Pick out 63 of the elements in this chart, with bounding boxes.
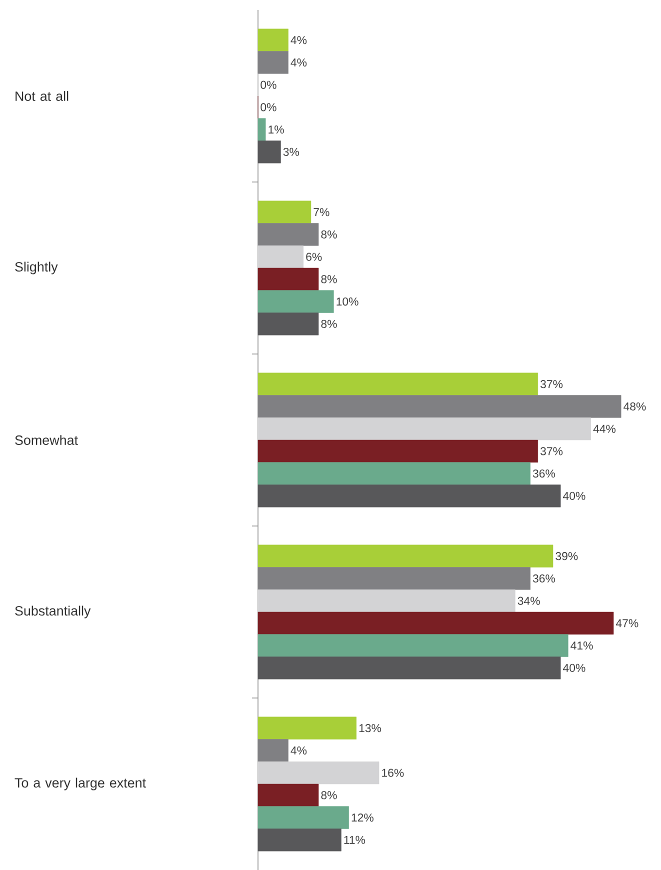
bar bbox=[258, 544, 554, 568]
data-label: 48% bbox=[624, 402, 646, 411]
data-label: 37% bbox=[540, 447, 563, 456]
data-label: 12% bbox=[352, 814, 374, 822]
data-label: 8% bbox=[321, 791, 337, 800]
data-label: 16% bbox=[382, 768, 404, 777]
data-label: 3% bbox=[283, 148, 300, 156]
bar bbox=[258, 51, 288, 74]
data-label: 4% bbox=[290, 36, 307, 44]
data-label: 8% bbox=[321, 320, 337, 328]
bar bbox=[258, 716, 356, 740]
data-label: 1% bbox=[268, 126, 284, 134]
bar bbox=[258, 28, 288, 52]
bar bbox=[258, 395, 622, 418]
data-label: 40% bbox=[563, 664, 586, 672]
bar bbox=[258, 140, 281, 164]
y-tick-label: Not at all bbox=[16, 91, 68, 101]
data-label: 10% bbox=[336, 297, 358, 306]
data-label: 34% bbox=[518, 596, 540, 605]
y-tick-label: Slightly bbox=[15, 262, 58, 274]
bar bbox=[258, 312, 319, 336]
data-label: 13% bbox=[359, 724, 382, 732]
bar bbox=[258, 290, 334, 313]
y-tick-label: Substantially bbox=[15, 606, 91, 618]
bar bbox=[258, 223, 319, 246]
data-label: 11% bbox=[344, 836, 366, 844]
y-tick-label: Somewhat bbox=[15, 435, 78, 445]
data-label: 36% bbox=[532, 469, 556, 478]
bar bbox=[258, 612, 614, 635]
bar bbox=[258, 762, 380, 784]
bar bbox=[258, 118, 266, 141]
data-label: 47% bbox=[616, 619, 638, 628]
data-label: 40% bbox=[563, 492, 586, 500]
data-label: 4% bbox=[290, 746, 307, 754]
data-label: 6% bbox=[306, 252, 322, 261]
bar bbox=[258, 806, 349, 829]
data-label: 0% bbox=[260, 80, 276, 89]
bar bbox=[258, 828, 342, 852]
y-tick-label: To a very large extent bbox=[14, 778, 146, 790]
data-label: 44% bbox=[593, 424, 616, 433]
data-label: 37% bbox=[540, 380, 563, 388]
bar bbox=[258, 462, 530, 485]
data-label: 41% bbox=[570, 642, 593, 650]
bar bbox=[258, 590, 516, 612]
bar bbox=[258, 246, 304, 268]
bar bbox=[258, 784, 319, 807]
data-label: 8% bbox=[321, 275, 337, 284]
bar bbox=[258, 634, 568, 657]
bar bbox=[258, 656, 561, 680]
bar bbox=[258, 567, 530, 590]
bar bbox=[258, 739, 288, 762]
data-label: 0% bbox=[260, 103, 276, 112]
bar bbox=[258, 418, 591, 440]
bar bbox=[258, 372, 538, 396]
data-label: 8% bbox=[321, 230, 337, 239]
bar bbox=[258, 484, 561, 508]
data-label: 4% bbox=[290, 58, 307, 66]
data-label: 7% bbox=[314, 208, 330, 216]
bar bbox=[258, 268, 319, 291]
data-label: 36% bbox=[532, 574, 556, 583]
bar bbox=[258, 440, 538, 463]
data-label: 39% bbox=[556, 552, 578, 560]
bar bbox=[258, 200, 312, 224]
